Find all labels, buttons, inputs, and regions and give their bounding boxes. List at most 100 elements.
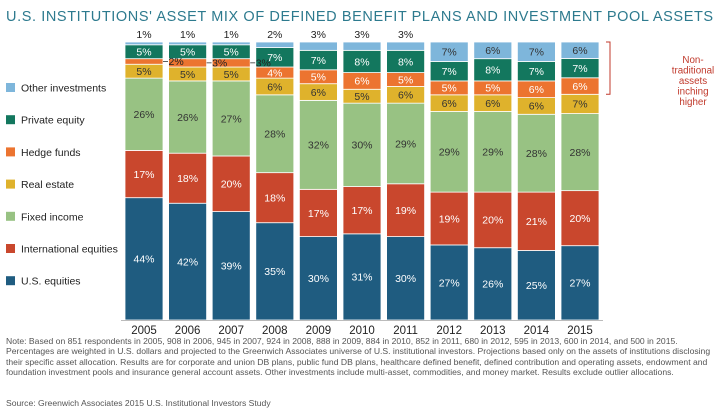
data-label: 6% (442, 98, 457, 110)
data-label: 17% (308, 208, 329, 220)
bar-segment (124, 197, 164, 321)
data-label: 7% (529, 47, 544, 59)
chart-title: U.S. INSTITUTIONS' ASSET MIX OF DEFINED … (6, 9, 714, 25)
data-label: 27% (439, 277, 460, 289)
data-label: 7% (572, 63, 587, 75)
data-label: 5% (311, 72, 326, 84)
data-label: 4% (267, 67, 282, 79)
data-label: 17% (351, 205, 372, 217)
data-label: 26% (133, 109, 154, 121)
data-label: 27% (221, 113, 242, 125)
bar-segment (429, 244, 469, 321)
data-label: 6% (311, 87, 326, 99)
data-label: 6% (572, 45, 587, 57)
data-label: 21% (526, 216, 547, 228)
bar-segment (211, 80, 251, 157)
bar-segment (429, 41, 469, 62)
bar-segment (386, 183, 426, 237)
data-label: 1% (180, 29, 195, 41)
footnote: Note: Based on 851 respondents in 2005, … (6, 336, 711, 377)
bar-segment (342, 233, 382, 321)
data-label: 5% (180, 47, 195, 59)
data-label: 20% (221, 179, 242, 191)
bar-segment (386, 102, 426, 185)
bar-segment (124, 150, 164, 199)
bar-segment (298, 188, 338, 237)
data-label: 28% (569, 147, 590, 159)
data-label: 6% (572, 81, 587, 93)
x-tick-label: 2005 (131, 325, 157, 336)
data-label: 42% (177, 256, 198, 268)
data-label: 3% (212, 57, 227, 69)
data-label: 35% (264, 266, 285, 278)
legend-swatch (6, 115, 15, 125)
bar-segment (560, 190, 600, 247)
annotation-text: Non-traditional assets inching higher (672, 55, 714, 108)
data-label: 20% (482, 215, 503, 227)
x-tick-label: 2015 (567, 325, 593, 336)
legend-label: Real estate (21, 179, 74, 191)
data-label: 20% (569, 213, 590, 225)
data-label: 28% (264, 129, 285, 141)
data-label: 30% (308, 273, 329, 285)
legend-label: U.S. equities (21, 276, 81, 288)
data-label: 19% (439, 213, 460, 225)
bar-segment (342, 41, 382, 51)
data-label: 26% (177, 112, 198, 124)
x-tick-label: 2012 (436, 325, 462, 336)
data-label: 44% (133, 254, 154, 266)
data-label: 6% (354, 76, 369, 88)
data-label: 7% (529, 66, 544, 78)
legend-label: Other investments (21, 83, 106, 95)
data-label: 18% (264, 192, 285, 204)
x-tick-label: 2014 (524, 325, 550, 336)
data-label: 5% (442, 83, 457, 95)
annotation-bracket (606, 41, 611, 95)
bar-segment (168, 152, 208, 204)
data-label: 8% (398, 56, 413, 68)
bar-segment (517, 191, 556, 251)
bar-segment (298, 99, 338, 190)
data-label: 5% (180, 69, 195, 81)
legend-swatch (6, 147, 15, 157)
x-tick-label: 2010 (349, 325, 375, 336)
source-line: Source: Greenwich Associates 2015 U.S. I… (6, 398, 271, 408)
bars (124, 41, 600, 321)
x-tick-label: 2007 (218, 325, 244, 336)
x-tick-label: 2011 (393, 325, 418, 336)
data-label: 26% (482, 279, 503, 291)
data-label: 1% (136, 29, 151, 41)
bar-segment (168, 41, 208, 46)
x-tick-label: 2006 (175, 325, 201, 336)
data-label: 8% (485, 65, 500, 77)
data-label: 5% (224, 69, 239, 81)
bar-segment (517, 41, 556, 62)
data-label: 6% (485, 45, 500, 57)
data-label: 30% (395, 273, 416, 285)
bar-segment (560, 245, 600, 321)
data-label: 17% (133, 169, 154, 181)
data-label: 5% (485, 83, 500, 95)
data-label: 7% (311, 55, 326, 67)
data-label: 6% (529, 101, 544, 113)
data-label: 7% (267, 52, 282, 64)
legend-label: International equities (21, 244, 118, 256)
legend-swatch (6, 211, 15, 221)
x-tick-label: 2008 (262, 325, 288, 336)
bar-segment (473, 41, 513, 60)
legend-label: Fixed income (21, 211, 84, 223)
bar-segment (560, 113, 600, 192)
data-label: 19% (395, 205, 416, 217)
data-label: 31% (351, 272, 372, 284)
bar-segment (342, 186, 382, 235)
data-label: 5% (398, 74, 413, 86)
data-label: 3% (311, 29, 326, 41)
bar-segment (124, 58, 164, 65)
data-label: 3% (256, 57, 271, 69)
x-tick-label: 2013 (480, 325, 506, 336)
bar-segment (429, 111, 469, 193)
data-label: 29% (395, 138, 416, 150)
data-label: 2% (169, 56, 184, 68)
annotation: Non-traditional assets inching higher (606, 41, 714, 108)
data-label: 7% (442, 66, 457, 78)
